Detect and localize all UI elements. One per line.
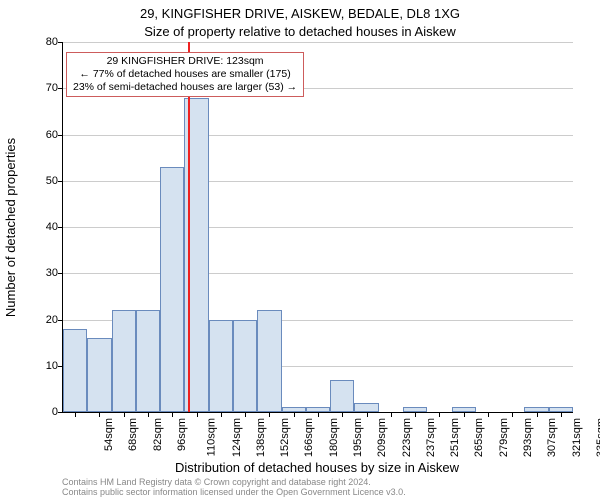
x-tick-label: 293sqm [522, 418, 534, 457]
y-tick-label: 0 [28, 406, 58, 418]
x-tick-mark [75, 412, 76, 417]
x-tick-label: 180sqm [328, 418, 340, 457]
x-tick-label: 265sqm [474, 418, 486, 457]
annotation-box: 29 KINGFISHER DRIVE: 123sqm ← 77% of det… [66, 52, 304, 97]
x-tick-label: 124sqm [231, 418, 243, 457]
x-tick-mark [245, 412, 246, 417]
chart-title-sub: Size of property relative to detached ho… [0, 24, 600, 39]
y-tick-label: 60 [28, 129, 58, 141]
x-tick-label: 321sqm [571, 418, 583, 457]
x-tick-label: 195sqm [352, 418, 364, 457]
histogram-bar [452, 407, 476, 412]
x-tick-mark [367, 412, 368, 417]
x-tick-mark [342, 412, 343, 417]
x-tick-label: 237sqm [425, 418, 437, 457]
histogram-bar [403, 407, 427, 412]
y-tick-mark [58, 412, 63, 413]
plot-area [62, 42, 573, 413]
histogram-bar [63, 329, 87, 412]
histogram-bar [87, 338, 111, 412]
x-tick-mark [221, 412, 222, 417]
x-tick-mark [148, 412, 149, 417]
histogram-bar [354, 403, 378, 412]
histogram-bar [209, 320, 233, 413]
y-tick-label: 50 [28, 175, 58, 187]
histogram-bar [524, 407, 548, 412]
histogram-bar [282, 407, 306, 412]
x-tick-label: 223sqm [401, 418, 413, 457]
y-tick-label: 80 [28, 36, 58, 48]
y-tick-label: 40 [28, 221, 58, 233]
annotation-line-2: ← 77% of detached houses are smaller (17… [73, 68, 297, 81]
x-tick-label: 152sqm [279, 418, 291, 457]
x-tick-label: 68sqm [127, 418, 139, 451]
x-tick-mark [415, 412, 416, 417]
x-tick-label: 307sqm [546, 418, 558, 457]
footer-line-2: Contains public sector information licen… [62, 488, 406, 498]
histogram-bar [160, 167, 184, 412]
x-tick-label: 209sqm [376, 418, 388, 457]
y-tick-label: 20 [28, 314, 58, 326]
x-tick-mark [537, 412, 538, 417]
footer-attribution: Contains HM Land Registry data © Crown c… [62, 478, 406, 498]
y-tick-label: 30 [28, 267, 58, 279]
x-tick-mark [561, 412, 562, 417]
marker-line [188, 42, 190, 412]
y-tick-label: 10 [28, 360, 58, 372]
x-axis-label: Distribution of detached houses by size … [62, 460, 572, 475]
x-tick-mark [391, 412, 392, 417]
annotation-line-1: 29 KINGFISHER DRIVE: 123sqm [73, 55, 297, 68]
histogram-bar [306, 407, 330, 412]
histogram-bar [112, 310, 136, 412]
x-tick-mark [197, 412, 198, 417]
x-tick-mark [439, 412, 440, 417]
x-tick-label: 110sqm [206, 418, 218, 456]
histogram-bar [330, 380, 354, 412]
y-axis-label: Number of detached properties [2, 42, 20, 412]
x-tick-mark [124, 412, 125, 417]
x-tick-mark [318, 412, 319, 417]
histogram-bar [136, 310, 160, 412]
x-tick-label: 138sqm [255, 418, 267, 457]
x-tick-mark [172, 412, 173, 417]
x-tick-mark [269, 412, 270, 417]
bars-layer [63, 42, 573, 412]
x-tick-label: 82sqm [152, 418, 164, 451]
x-tick-mark [512, 412, 513, 417]
x-tick-label: 166sqm [304, 418, 316, 457]
x-tick-mark [99, 412, 100, 417]
annotation-line-3: 23% of semi-detached houses are larger (… [73, 81, 297, 94]
x-tick-mark [294, 412, 295, 417]
x-tick-label: 96sqm [176, 418, 188, 451]
histogram-bar [233, 320, 257, 413]
histogram-bar [257, 310, 281, 412]
chart-container: 29, KINGFISHER DRIVE, AISKEW, BEDALE, DL… [0, 0, 600, 500]
x-tick-label: 251sqm [449, 418, 461, 457]
x-tick-mark [488, 412, 489, 417]
chart-title-main: 29, KINGFISHER DRIVE, AISKEW, BEDALE, DL… [0, 6, 600, 21]
y-tick-label: 70 [28, 82, 58, 94]
histogram-bar [549, 407, 573, 412]
x-tick-label: 279sqm [498, 418, 510, 457]
x-tick-mark [464, 412, 465, 417]
x-tick-label: 335sqm [595, 418, 600, 457]
x-tick-label: 54sqm [103, 418, 115, 451]
